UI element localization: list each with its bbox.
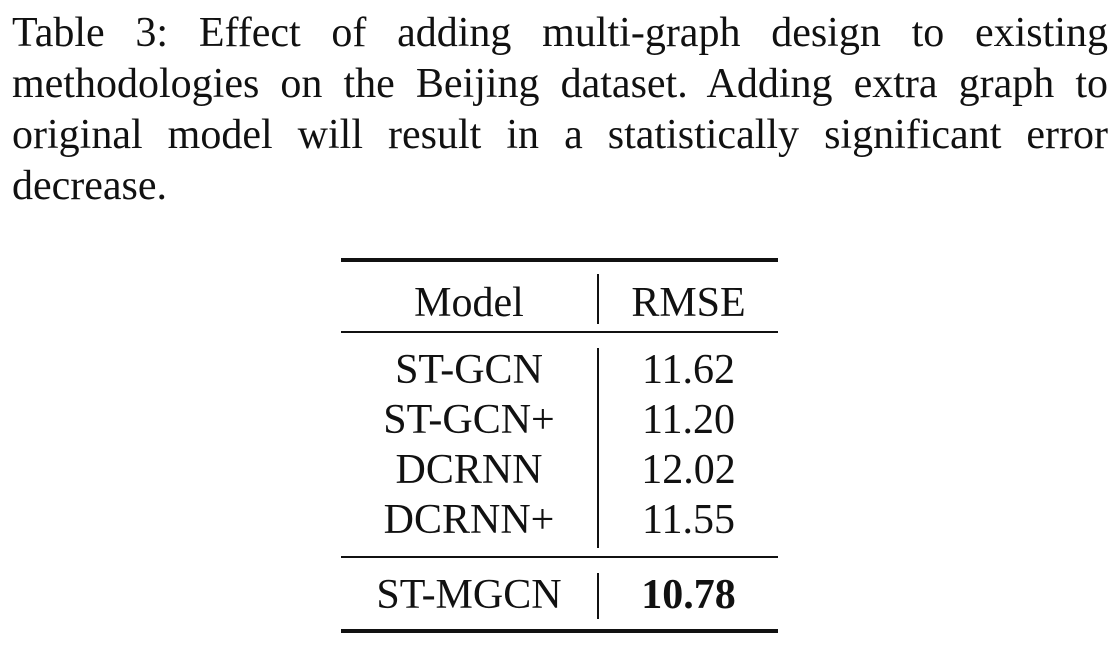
row-4-rmse: 11.55 <box>642 497 735 543</box>
footer-rmse: 10.78 <box>641 572 736 618</box>
header-rmse: RMSE <box>631 280 746 326</box>
row-2-model: ST-GCN+ <box>383 397 555 443</box>
footer-column-divider <box>597 573 599 619</box>
row-4-model: DCRNN+ <box>383 497 555 543</box>
footer-model: ST-MGCN <box>376 572 562 618</box>
table-top-rule <box>341 258 778 262</box>
table-caption: Table 3: Effect of adding multi-graph de… <box>12 8 1108 212</box>
caption-line-2: methodologies on the Beijing dataset. Ad… <box>12 61 1108 107</box>
header-rule <box>341 331 778 333</box>
row-1-model: ST-GCN <box>395 347 543 393</box>
footer-rule <box>341 556 778 558</box>
table-bottom-rule <box>341 629 778 633</box>
caption-line-1: Table 3: Effect of adding multi-graph de… <box>12 10 1108 56</box>
row-3-rmse: 12.02 <box>641 447 736 493</box>
body-column-divider <box>597 348 599 548</box>
row-3-model: DCRNN <box>395 447 543 493</box>
row-2-rmse: 11.20 <box>642 397 735 443</box>
caption-line-4: decrease. <box>12 163 168 209</box>
caption-line-3: original model will result in a statisti… <box>12 112 1108 158</box>
header-model: Model <box>414 280 524 326</box>
row-1-rmse: 11.62 <box>642 347 735 393</box>
header-column-divider <box>597 274 599 324</box>
